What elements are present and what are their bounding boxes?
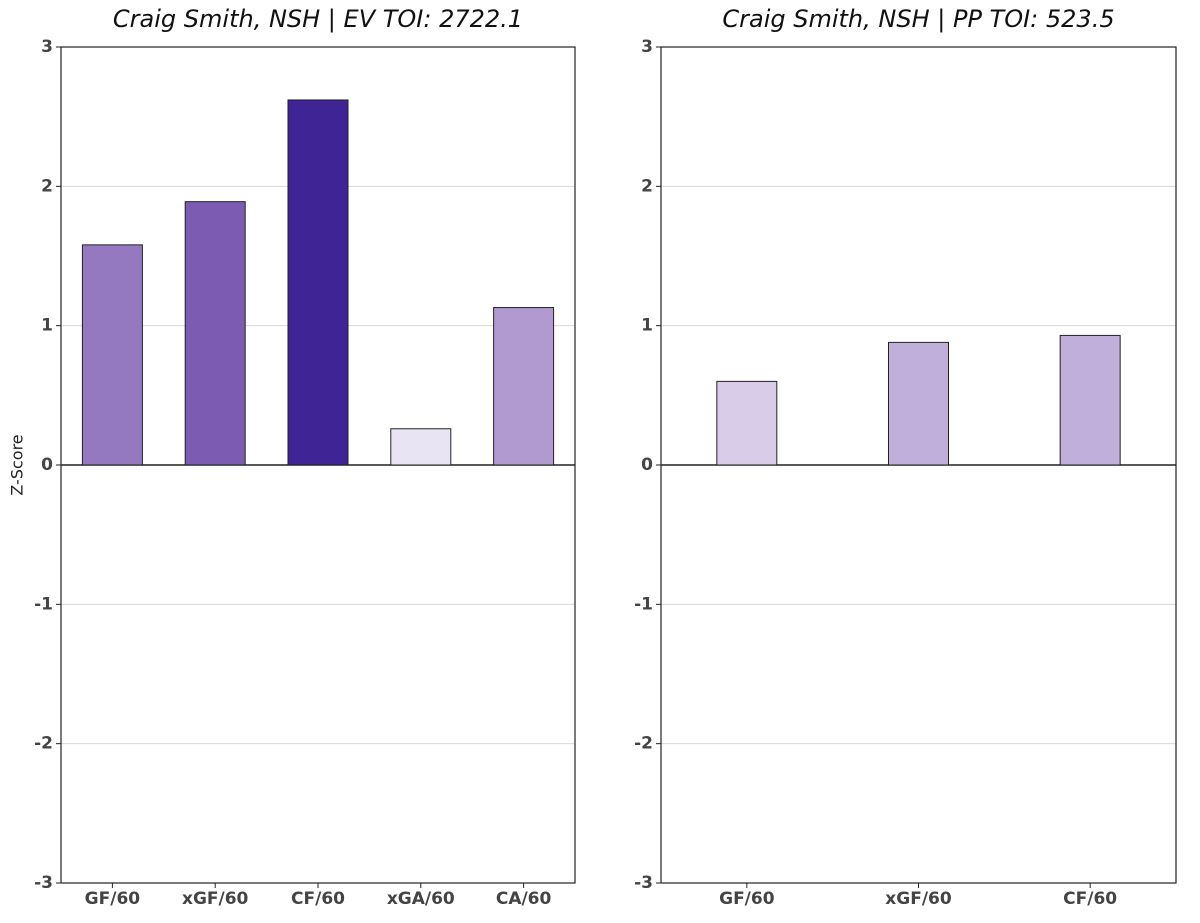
y-tick-label: 3: [641, 37, 653, 57]
x-tick-label: CF/60: [291, 889, 345, 909]
x-tick-label: xGF/60: [182, 889, 249, 909]
y-tick-label: 0: [641, 455, 653, 475]
bar: [287, 99, 349, 466]
chart-title: Craig Smith, NSH | EV TOI: 2722.1: [113, 5, 523, 33]
x-tick-label: GF/60: [85, 889, 141, 909]
y-tick-label: -1: [34, 594, 53, 614]
x-tick-label: xGA/60: [387, 889, 455, 909]
bar: [81, 244, 143, 466]
x-tick-label: CF/60: [1063, 889, 1117, 909]
y-tick-label: 3: [41, 37, 53, 57]
plot-frame: [660, 46, 1177, 884]
y-tick-label: 2: [41, 176, 53, 196]
bar: [184, 201, 246, 466]
bar: [888, 341, 949, 466]
chart-title: Craig Smith, NSH | PP TOI: 523.5: [722, 5, 1114, 33]
y-tick-label: -1: [634, 594, 653, 614]
y-tick-label: -3: [34, 873, 53, 893]
y-tick-label: 2: [641, 176, 653, 196]
y-tick-label: -2: [634, 734, 653, 754]
bar: [716, 380, 778, 466]
x-tick-label: GF/60: [719, 889, 775, 909]
y-tick-label: 1: [641, 316, 653, 336]
bar: [390, 428, 452, 466]
y-tick-label: 0: [41, 455, 53, 475]
y-tick-label: -2: [34, 734, 53, 754]
y-tick-label: 1: [41, 316, 53, 336]
x-tick-label: xGF/60: [885, 889, 952, 909]
bar: [1059, 334, 1121, 466]
bar: [493, 307, 555, 466]
y-tick-label: -3: [634, 873, 653, 893]
y-axis-label: Z-Score: [8, 434, 27, 495]
plot-frame: [60, 46, 576, 884]
x-tick-label: CA/60: [496, 889, 552, 909]
